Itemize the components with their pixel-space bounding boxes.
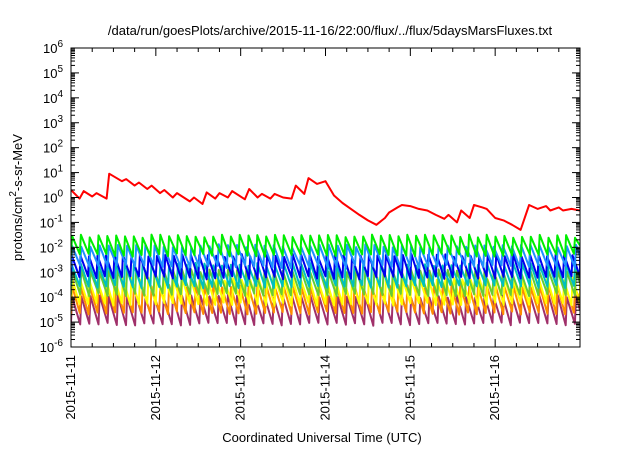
- series-line-3: [71, 243, 580, 270]
- series-line-4: [71, 253, 580, 281]
- y-tick-label: 105: [43, 64, 63, 81]
- y-tick-label: 10-5: [40, 313, 64, 330]
- y-tick-label: 10-6: [40, 338, 64, 355]
- x-tick-label: 2015-11-14: [318, 355, 333, 421]
- y-tick-label: 106: [43, 39, 63, 56]
- x-tick-label: 2015-11-13: [233, 355, 248, 421]
- y-tick-label: 101: [43, 164, 63, 181]
- y-tick-label: 102: [43, 139, 63, 156]
- y-tick-label: 104: [43, 89, 63, 106]
- series-line-9: [71, 293, 580, 327]
- y-tick-label: 10-4: [40, 288, 64, 305]
- axes: 10-6 10-5 10-4 10-3 10-2 10-1 100 101 102 103 104 1…: [40, 39, 581, 421]
- x-axis-label: Coordinated Universal Time (UTC): [222, 430, 421, 445]
- series-line-2: [71, 233, 580, 258]
- series-line-6: [71, 268, 580, 298]
- chart-title: /data/run/goesPlots/archive/2015-11-16/2…: [108, 23, 553, 38]
- plot-area: [71, 172, 580, 327]
- y-tick-label: 100: [43, 189, 63, 206]
- y-tick-label: 10-2: [40, 238, 64, 255]
- y-tick-label: 10-3: [40, 263, 64, 280]
- y-axis-label: protons/cm2-s-sr-MeV: [8, 134, 25, 261]
- series-line-1: [71, 172, 580, 231]
- y-tick-label: 10-1: [40, 213, 64, 230]
- y-tick-label: 103: [43, 114, 63, 131]
- x-tick-label: 2015-11-11: [63, 355, 78, 420]
- x-tick-label: 2015-11-15: [402, 355, 417, 421]
- series-group: [71, 172, 580, 327]
- x-tick-label: 2015-11-16: [487, 355, 502, 421]
- x-tick-label: 2015-11-12: [148, 355, 163, 421]
